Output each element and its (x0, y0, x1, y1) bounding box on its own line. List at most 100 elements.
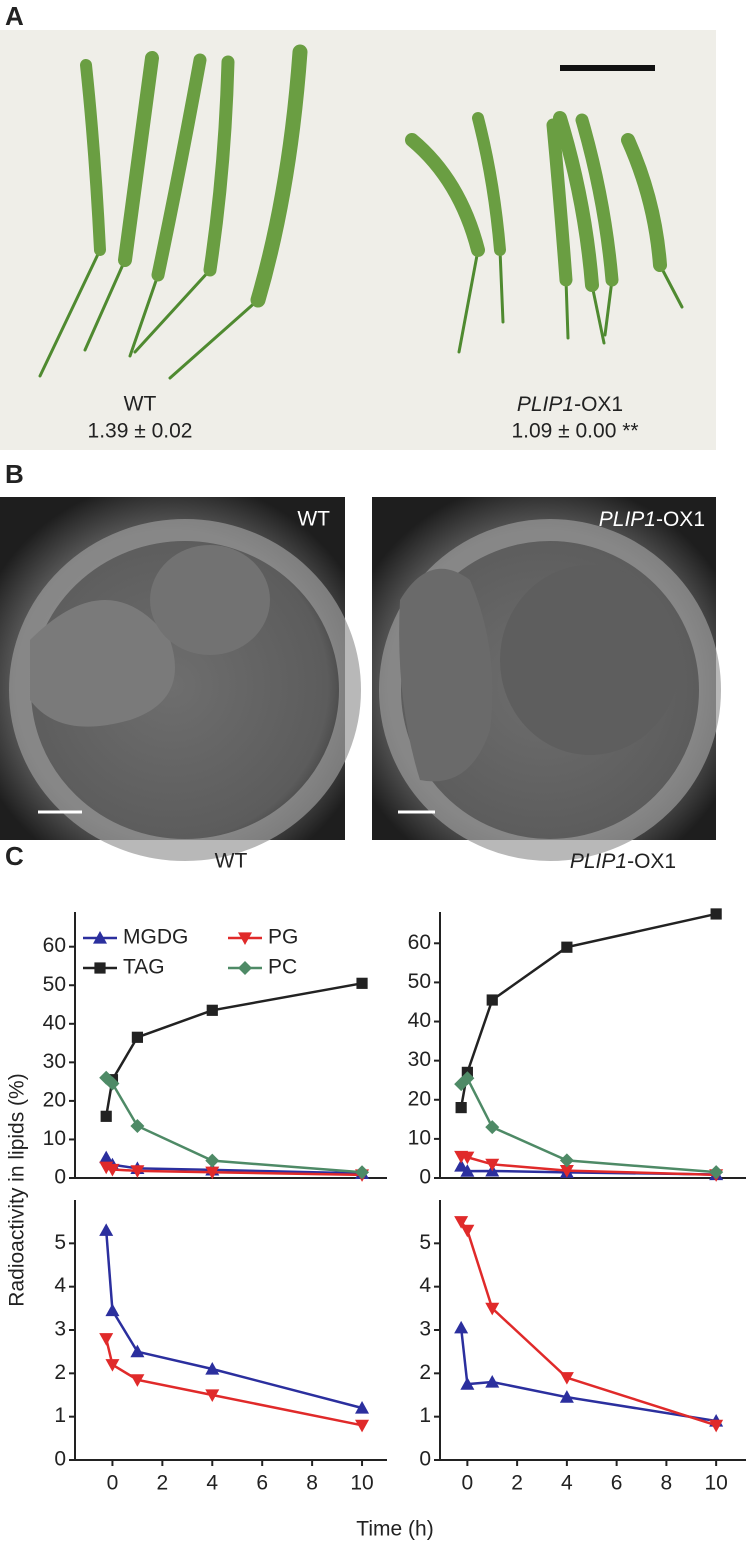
marker (130, 1374, 145, 1387)
marker (355, 1401, 370, 1414)
marker (559, 1390, 574, 1403)
marker (105, 1076, 120, 1091)
legend-label: MGDG (123, 926, 188, 949)
photo-label: WT (297, 508, 330, 531)
x-tick-label: 2 (157, 1472, 169, 1495)
y-tick-label: 0 (419, 1448, 431, 1471)
marker (709, 1419, 724, 1433)
seed-coat (379, 519, 721, 861)
x-tick-label: 0 (462, 1472, 474, 1495)
marker (460, 1164, 475, 1177)
marker (205, 1362, 220, 1375)
y-tick-label: 30 (408, 1048, 431, 1071)
y-tick-label: 2 (419, 1361, 431, 1384)
marker (105, 1359, 120, 1372)
chart-title-italic: PLIP1 (570, 850, 627, 873)
marker (709, 1165, 724, 1180)
y-tick-label: 3 (54, 1318, 66, 1341)
caption: PLIP1-OX1 (517, 393, 623, 416)
pods (38, 44, 684, 380)
marker (105, 1163, 120, 1177)
series-line (459, 1327, 717, 1423)
y-tick-label: 5 (54, 1231, 66, 1254)
x-tick-label: 4 (561, 1472, 573, 1495)
marker (130, 1344, 145, 1358)
marker (460, 1151, 475, 1165)
x-tick-label: 8 (306, 1472, 318, 1495)
marker (130, 1118, 145, 1133)
series-line (105, 1076, 363, 1174)
x-tick-label: 2 (511, 1472, 523, 1495)
panel-label: B (5, 459, 24, 489)
x-tick-label: 0 (107, 1472, 119, 1495)
marker (485, 1120, 500, 1135)
marker (454, 1216, 469, 1229)
series-line (459, 912, 717, 1108)
y-tick-label: 5 (419, 1231, 431, 1254)
legend-label: PG (268, 926, 298, 949)
marker (460, 1071, 475, 1086)
marker (206, 1004, 218, 1016)
y-tick-label: 50 (408, 970, 431, 993)
photo-a (0, 30, 716, 450)
marker (710, 908, 722, 920)
y-tick-label: 40 (43, 1011, 66, 1034)
marker (131, 1031, 143, 1043)
chart-title: PLIP1-OX1 (570, 850, 676, 873)
marker (105, 1303, 120, 1317)
caption: 1.39 ± 0.02 (88, 420, 193, 443)
marker (355, 1419, 370, 1433)
y-tick-label: 40 (408, 1009, 431, 1032)
panel-label: C (5, 841, 24, 871)
marker (454, 1320, 469, 1334)
y-tick-label: 1 (54, 1404, 66, 1427)
x-tick-label: 8 (661, 1472, 673, 1495)
marker (561, 941, 573, 953)
marker (460, 1377, 475, 1390)
marker (99, 1150, 114, 1164)
marker (355, 1165, 370, 1180)
y-tick-label: 0 (54, 1166, 66, 1189)
embryo (30, 600, 175, 727)
marker (485, 1158, 500, 1172)
y-tick-label: 20 (408, 1087, 431, 1110)
panel-label: A (5, 1, 24, 31)
x-tick-label: 10 (704, 1472, 727, 1495)
series-line (460, 1076, 717, 1174)
y-tick-label: 60 (408, 931, 431, 954)
chart-title: WT (215, 850, 248, 873)
legend-label: TAG (123, 956, 165, 979)
marker (238, 932, 252, 945)
marker (559, 1372, 574, 1385)
series-line (104, 982, 363, 1117)
marker (559, 1153, 574, 1168)
y-tick-label: 0 (419, 1166, 431, 1189)
marker (205, 1166, 220, 1180)
embryo (399, 568, 493, 782)
x-tick-label: 6 (256, 1472, 268, 1495)
series-line (104, 1338, 363, 1427)
marker (486, 994, 498, 1006)
y-axis-label: Radioactivity in lipids (%) (6, 1073, 29, 1306)
x-tick-label: 6 (611, 1472, 623, 1495)
y-tick-label: 4 (419, 1274, 431, 1297)
marker (94, 962, 106, 974)
y-tick-label: 3 (419, 1318, 431, 1341)
marker (485, 1375, 500, 1388)
marker (99, 1223, 114, 1236)
marker (238, 961, 252, 975)
y-tick-label: 10 (43, 1127, 66, 1150)
y-tick-label: 2 (54, 1361, 66, 1384)
marker (356, 977, 368, 989)
photo-label: PLIP1-OX1 (599, 508, 705, 531)
caption: 1.09 ± 0.00 ** (511, 420, 638, 443)
caption-text: -OX1 (574, 393, 623, 416)
y-tick-label: 4 (54, 1274, 66, 1297)
y-tick-label: 30 (43, 1050, 66, 1073)
series-line (460, 1220, 717, 1427)
marker (455, 1101, 467, 1114)
photo-label-italic: PLIP1 (599, 508, 656, 531)
y-tick-label: 50 (43, 973, 66, 996)
y-tick-label: 10 (408, 1126, 431, 1149)
